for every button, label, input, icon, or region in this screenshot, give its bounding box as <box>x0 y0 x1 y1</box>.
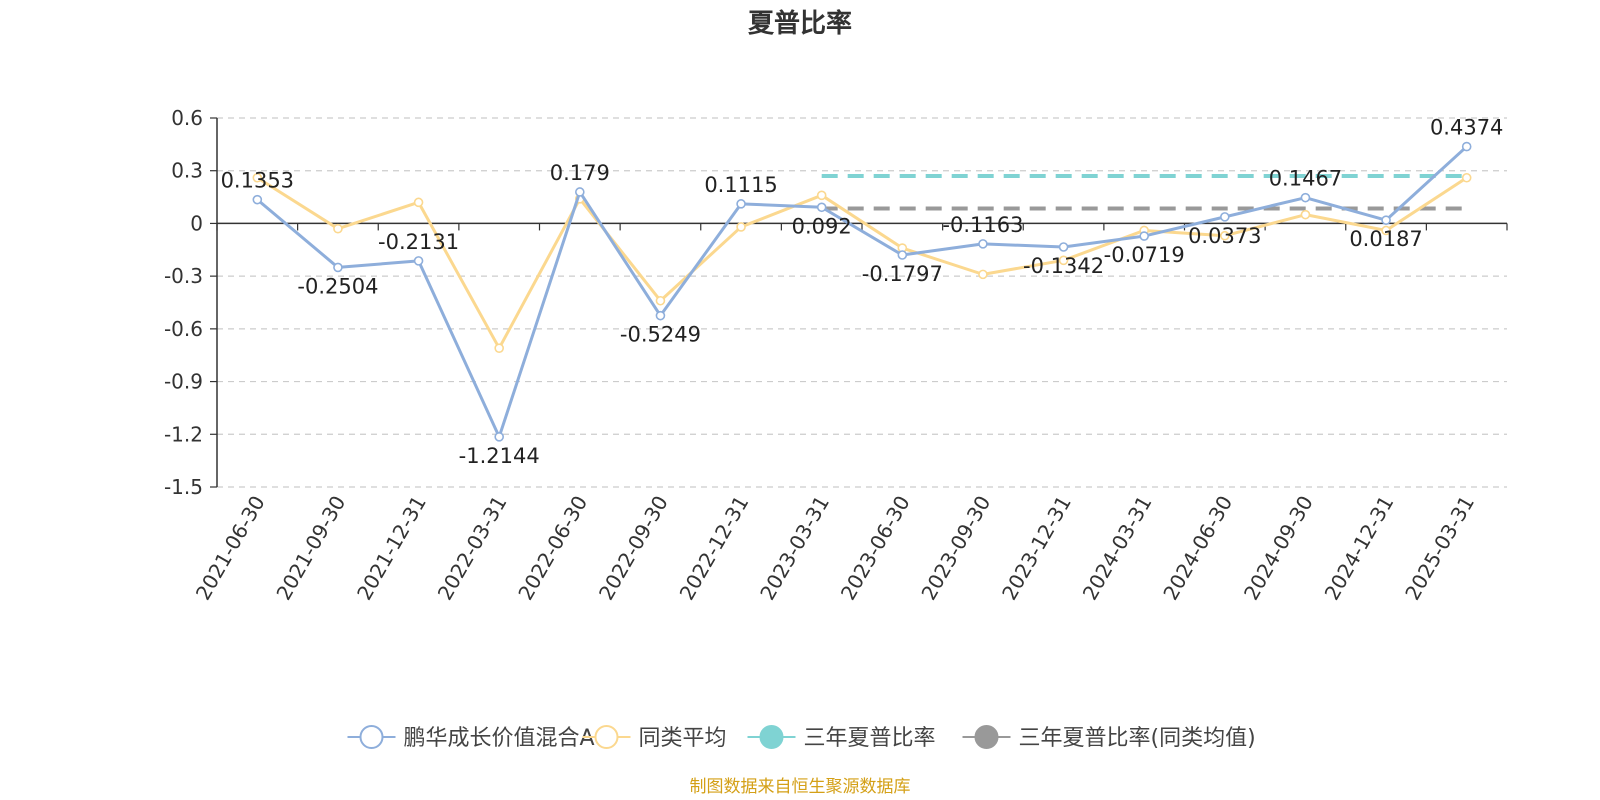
y-tick-label: -0.3 <box>164 264 203 288</box>
data-label: -0.0719 <box>1104 243 1185 267</box>
legend-label: 同类平均 <box>639 726 727 751</box>
legend-label: 三年夏普比率 <box>804 726 936 751</box>
data-point <box>1058 255 1069 266</box>
data-point <box>1058 242 1069 252</box>
legend[interactable]: 鹏华成长价值混合A 同类平均 三年夏普比率 三年夏普比率(同类均值) <box>347 725 1256 751</box>
data-point <box>736 199 746 209</box>
x-axis: 2021-06-30 2021-09-30 2021-12-31 2022-03-31… <box>191 222 1508 605</box>
data-point <box>252 194 263 205</box>
x-tick-label: 2021-09-30 <box>271 492 350 605</box>
data-label: 0.092 <box>792 214 852 238</box>
y-tick-label: -0.9 <box>164 370 203 394</box>
y-tick-label: 0 <box>190 211 203 235</box>
x-tick-label: 2023-03-31 <box>755 492 834 605</box>
data-label: 0.0373 <box>1188 224 1261 248</box>
x-tick-label: 2022-06-30 <box>513 492 592 605</box>
data-labels: 0.1353 -0.2504-0.2131 -1.2144 0.179 -0.5249 0… <box>221 116 1504 468</box>
legend-item[interactable]: 同类平均 <box>582 725 727 751</box>
legend-label: 鹏华成长价值混合A <box>404 726 595 751</box>
data-point <box>413 197 424 208</box>
legend-item[interactable]: 鹏华成长价值混合A <box>347 725 595 751</box>
data-point <box>1461 141 1472 152</box>
reference-lines <box>821 173 1467 211</box>
data-point <box>413 256 424 266</box>
series-lines <box>252 141 1472 442</box>
data-point <box>1461 172 1472 183</box>
data-label: 0.179 <box>550 161 610 185</box>
series-line <box>256 176 1468 350</box>
data-label: 0.1467 <box>1269 167 1342 191</box>
data-label: -0.1342 <box>1023 254 1104 278</box>
x-tick-label: 2021-12-31 <box>352 492 431 605</box>
data-point <box>575 187 585 197</box>
y-tick-label: -1.2 <box>164 422 203 446</box>
data-point <box>655 295 666 306</box>
x-tick-label: 2024-06-30 <box>1158 492 1237 605</box>
x-tick-label: 2024-12-31 <box>1319 492 1398 605</box>
x-tick-label: 2025-03-31 <box>1400 492 1479 605</box>
data-point <box>736 222 746 232</box>
data-point <box>1139 231 1149 241</box>
data-point <box>494 343 504 353</box>
data-label: 0.1353 <box>221 169 294 193</box>
data-point <box>333 223 343 234</box>
data-label: 0.4374 <box>1430 116 1503 140</box>
data-label: -0.2504 <box>297 274 378 298</box>
data-point <box>252 172 263 183</box>
data-point <box>816 202 827 213</box>
legend-item[interactable]: 三年夏普比率 <box>747 725 936 751</box>
x-tick-label: 2024-09-30 <box>1239 492 1318 605</box>
data-label: -0.1163 <box>942 213 1023 237</box>
data-label: 0.1115 <box>704 173 777 197</box>
data-point <box>897 250 908 260</box>
y-tick-label: -1.5 <box>164 475 203 499</box>
legend-item[interactable]: 三年夏普比率(同类均值) <box>962 725 1256 751</box>
data-point <box>1381 215 1391 225</box>
y-tick-label: 0.3 <box>171 159 203 183</box>
legend-marker <box>594 725 619 749</box>
legend-label: 三年夏普比率(同类均值) <box>1019 726 1256 751</box>
x-tick-label: 2023-12-31 <box>997 492 1076 605</box>
data-label: -1.2144 <box>459 444 540 468</box>
x-tick-label: 2024-03-31 <box>1078 492 1157 605</box>
data-source-note: 制图数据来自恒生聚源数据库 <box>690 777 911 797</box>
series-line <box>256 145 1468 439</box>
data-point <box>1220 230 1230 241</box>
data-point <box>816 190 827 201</box>
data-point <box>1220 212 1230 222</box>
data-point <box>655 310 666 321</box>
legend-marker <box>359 725 384 749</box>
data-point <box>1381 225 1391 236</box>
legend-marker <box>974 725 999 749</box>
data-point <box>1300 192 1311 203</box>
x-tick-label: 2022-03-31 <box>433 492 512 605</box>
y-axis: 0.6 0.3 0 -0.3 -0.6 -0.9 -1.2 -1.5 <box>164 106 218 499</box>
data-point <box>333 262 343 273</box>
data-point <box>978 239 988 249</box>
x-tick-label: 2023-09-30 <box>916 492 995 605</box>
x-tick-label: 2022-09-30 <box>594 492 673 605</box>
grid-lines <box>217 117 1507 488</box>
data-label: -0.2131 <box>378 230 459 254</box>
chart-title: 夏普比率 <box>748 8 852 39</box>
data-point <box>1300 209 1311 220</box>
data-point <box>494 432 504 442</box>
x-tick-label: 2021-06-30 <box>191 492 270 605</box>
y-tick-label: 0.6 <box>171 106 203 130</box>
x-tick-label: 2022-12-31 <box>674 492 753 605</box>
data-label: 0.0187 <box>1349 227 1422 251</box>
data-label: -0.5249 <box>620 323 701 347</box>
data-point <box>978 269 988 280</box>
x-tick-label: 2023-06-30 <box>836 492 915 605</box>
y-tick-label: -0.6 <box>164 317 203 341</box>
legend-marker <box>759 725 784 749</box>
data-label: -0.1797 <box>862 262 943 286</box>
